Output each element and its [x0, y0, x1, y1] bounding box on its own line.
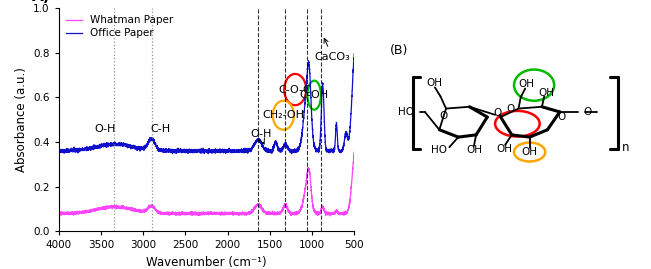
Whatman Paper: [179, 213, 187, 216]
Text: O: O: [506, 104, 515, 114]
Office Paper: [350, 52, 358, 56]
Whatman Paper: [195, 212, 203, 215]
Office Paper: [195, 149, 203, 152]
Whatman Paper: [270, 212, 277, 215]
X-axis label: Wavenumber (cm⁻¹): Wavenumber (cm⁻¹): [146, 256, 267, 269]
Office Paper: [55, 149, 62, 152]
Text: OH: OH: [427, 78, 443, 88]
Whatman Paper: [182, 211, 189, 214]
Office Paper: [270, 147, 277, 150]
Text: CH₂-OH: CH₂-OH: [262, 110, 305, 120]
Text: O: O: [439, 111, 448, 121]
Office Paper: [350, 52, 358, 55]
Whatman Paper: [341, 211, 349, 215]
Text: O: O: [557, 112, 566, 122]
Text: n: n: [622, 141, 630, 154]
Text: O: O: [493, 108, 501, 118]
Legend: Whatman Paper, Office Paper: Whatman Paper, Office Paper: [64, 13, 175, 41]
Office Paper: [204, 152, 212, 155]
Text: OH: OH: [466, 145, 482, 155]
Text: OH: OH: [496, 144, 512, 154]
Y-axis label: Absorbance (a.u.): Absorbance (a.u.): [14, 67, 27, 172]
Text: OH: OH: [521, 147, 538, 157]
Text: C-H: C-H: [150, 124, 170, 134]
Text: O-H: O-H: [94, 124, 116, 134]
Whatman Paper: [327, 214, 335, 218]
Text: O-H: O-H: [251, 129, 272, 139]
Whatman Paper: [327, 212, 335, 215]
Office Paper: [179, 149, 187, 152]
Text: C-O-C: C-O-C: [279, 84, 312, 95]
Text: A): A): [32, 0, 51, 3]
Text: OH: OH: [518, 79, 534, 89]
Text: (B): (B): [390, 44, 408, 57]
Text: HO: HO: [431, 146, 447, 155]
Office Paper: [341, 132, 349, 135]
Text: CaCO₃: CaCO₃: [314, 38, 350, 62]
Line: Office Paper: Office Paper: [59, 54, 354, 154]
Whatman Paper: [55, 213, 62, 216]
Text: C-OH: C-OH: [299, 90, 329, 100]
Office Paper: [327, 148, 335, 151]
Whatman Paper: [350, 150, 358, 154]
Office Paper: [182, 151, 189, 154]
Text: HO: HO: [398, 107, 413, 117]
Text: OH: OH: [538, 89, 555, 98]
Line: Whatman Paper: Whatman Paper: [59, 152, 354, 216]
Text: O: O: [583, 107, 591, 117]
